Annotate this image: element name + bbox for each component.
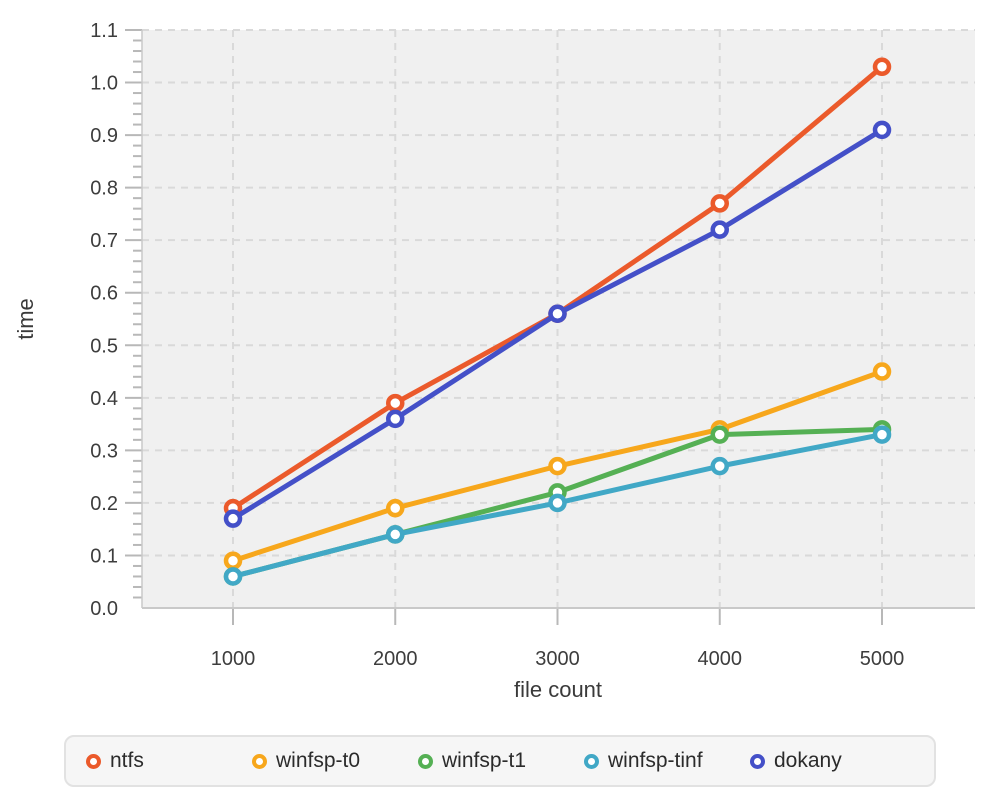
legend-marker-icon xyxy=(86,753,101,769)
axis-ticks xyxy=(125,29,883,625)
data-point-dokany-1000 xyxy=(223,509,243,528)
svg-text:4000: 4000 xyxy=(698,648,743,670)
data-point-ntfs-4000 xyxy=(710,194,729,213)
legend-item-dokany[interactable]: dokany xyxy=(750,749,916,773)
svg-text:0.3: 0.3 xyxy=(90,440,118,462)
data-point-dokany-5000 xyxy=(872,120,892,140)
data-point-ntfs-2000 xyxy=(386,393,405,413)
svg-text:1.0: 1.0 xyxy=(90,73,118,95)
svg-text:0.1: 0.1 xyxy=(90,545,118,567)
legend-item-winfsp-tinf[interactable]: winfsp-tinf xyxy=(584,749,750,773)
line-chart-canvas: 0.0 0.1 0.2 0.3 0.4 0.5 0.6 0.7 0.8 0.9 1.0 1.1 1000… xyxy=(90,20,975,670)
legend-marker-icon xyxy=(750,753,765,769)
legend-item-winfsp-t1[interactable]: winfsp-t1 xyxy=(418,749,584,773)
svg-text:0.8: 0.8 xyxy=(90,178,118,200)
svg-text:1.1: 1.1 xyxy=(90,20,118,42)
svg-text:0.6: 0.6 xyxy=(90,283,118,305)
legend: ntfs winfsp-t0 winfsp-t1 winfsp-tinf dokany xyxy=(64,735,936,787)
legend-item-winfsp-t0[interactable]: winfsp-t0 xyxy=(252,749,418,773)
svg-text:3000: 3000 xyxy=(535,648,580,670)
data-point-winfsp-tinf-3000 xyxy=(548,493,567,513)
svg-text:1000: 1000 xyxy=(211,648,256,670)
svg-text:2000: 2000 xyxy=(373,648,418,670)
data-point-winfsp-t0-3000 xyxy=(548,456,567,476)
x-axis-title: file count xyxy=(513,677,603,702)
y-tick-labels: 0.0 0.1 0.2 0.3 0.4 0.5 0.6 0.7 0.8 0.9 1.0 1.1 xyxy=(90,20,118,620)
data-point-winfsp-tinf-4000 xyxy=(710,456,729,476)
legend-label: ntfs xyxy=(110,749,144,772)
data-point-dokany-4000 xyxy=(710,220,729,239)
series-dokany xyxy=(223,120,892,528)
svg-text:0.9: 0.9 xyxy=(90,125,118,147)
svg-text:0.0: 0.0 xyxy=(90,598,118,620)
legend-label: dokany xyxy=(774,749,842,772)
svg-text:0.5: 0.5 xyxy=(90,335,118,357)
data-point-winfsp-tinf-5000 xyxy=(872,425,892,444)
legend-item-ntfs[interactable]: ntfs xyxy=(86,749,252,773)
data-point-winfsp-t0-1000 xyxy=(223,551,243,570)
data-point-winfsp-t1-4000 xyxy=(710,425,729,444)
y-axis-title: time xyxy=(13,298,38,340)
data-point-winfsp-t0-2000 xyxy=(386,498,405,518)
legend-label: winfsp-tinf xyxy=(608,749,703,772)
svg-text:0.2: 0.2 xyxy=(90,493,118,515)
data-point-winfsp-tinf-1000 xyxy=(223,567,243,586)
legend-label: winfsp-t0 xyxy=(276,749,361,772)
svg-text:0.4: 0.4 xyxy=(90,388,118,410)
legend-marker-icon xyxy=(252,753,267,769)
legend-marker-icon xyxy=(418,753,433,769)
data-point-winfsp-t0-5000 xyxy=(872,362,892,381)
data-point-ntfs-5000 xyxy=(872,57,892,77)
data-point-dokany-3000 xyxy=(548,304,567,323)
data-point-winfsp-tinf-2000 xyxy=(386,525,405,544)
data-point-dokany-2000 xyxy=(386,409,405,429)
svg-text:0.7: 0.7 xyxy=(90,230,118,252)
x-tick-labels: 1000 2000 3000 4000 5000 xyxy=(211,648,905,670)
svg-text:5000: 5000 xyxy=(860,648,905,670)
legend-marker-icon xyxy=(584,753,599,769)
legend-label: winfsp-t1 xyxy=(442,749,527,772)
series-winfsp-tinf xyxy=(223,425,892,586)
